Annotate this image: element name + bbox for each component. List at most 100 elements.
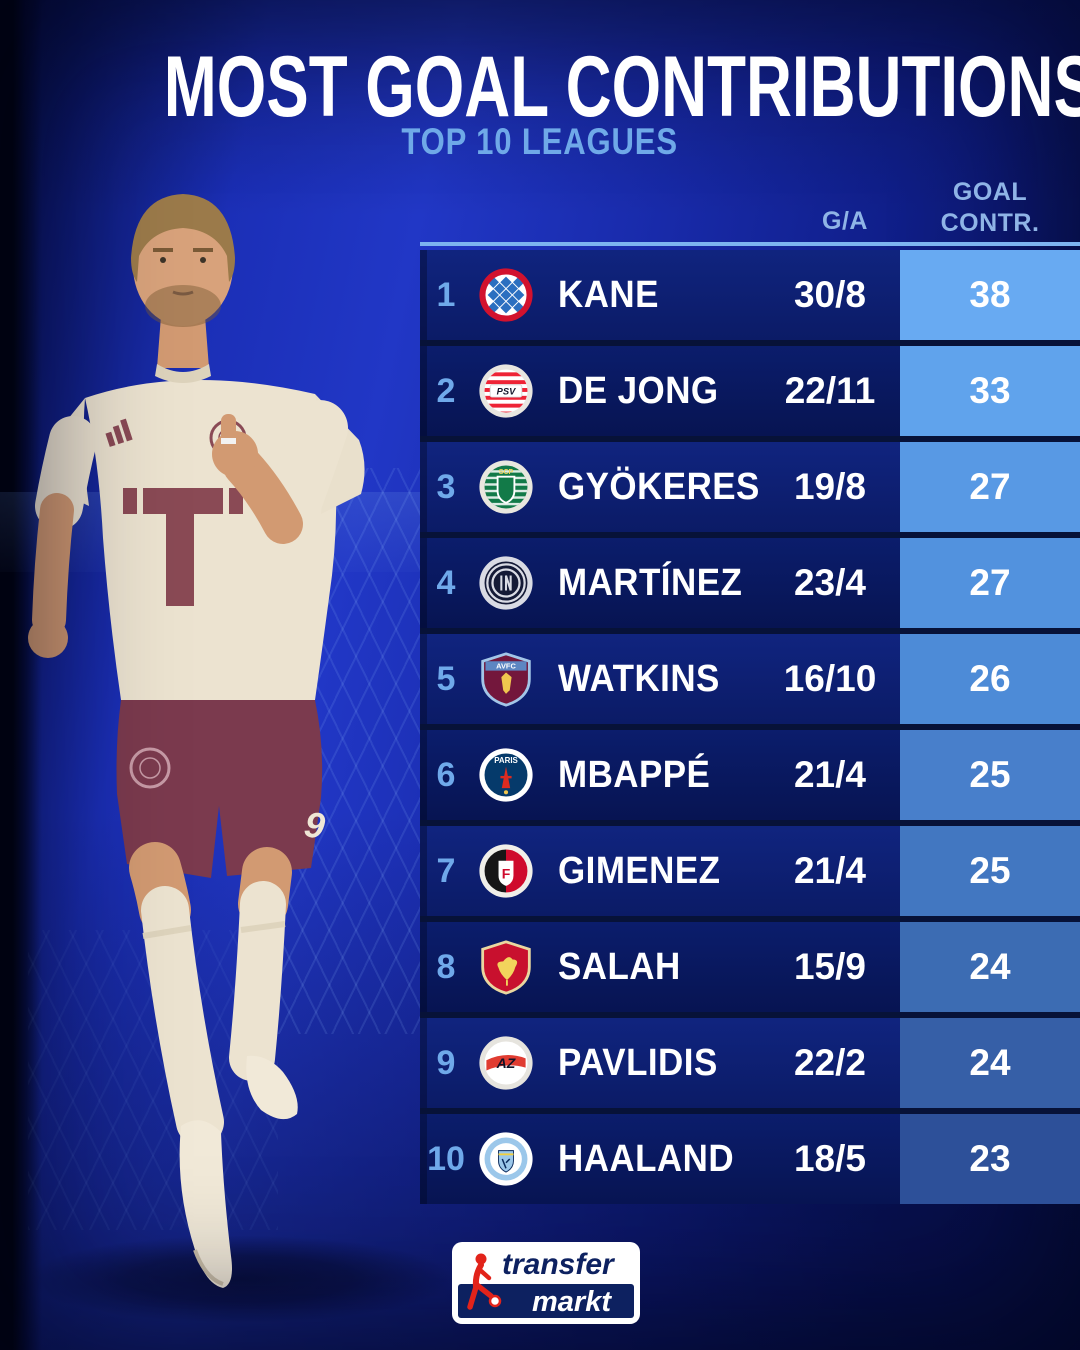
back-sock [229,881,286,1081]
goal-contributions-cell: 24 [900,1018,1080,1108]
rank-number: 3 [436,467,456,506]
goal-contributions-value: 25 [969,850,1011,891]
goal-contributions-cell: 27 [900,442,1080,532]
table-row: 9 AZ PAVLIDIS 22/2 24 [420,1018,1080,1108]
table-top-border [420,242,1080,246]
goal-contributions-cell: 27 [900,538,1080,628]
svg-text:AZ: AZ [496,1055,516,1071]
table-row: 10 HAALAND 18/5 23 [420,1114,1080,1204]
brand-line-1: transfer [502,1248,614,1281]
goal-contributions-value: 33 [969,370,1011,411]
player-name: HAALAND [558,1137,735,1180]
club-badge-sporting: SCP [478,459,534,515]
rank-number: 7 [436,851,456,890]
table-row: 6 PARIS MBAPPÉ 21/4 25 [420,730,1080,820]
ranking-table: 1 KANE 30/8 38 2 PSV DE JONG 22/11 33 3 … [420,250,1080,1204]
ring [221,438,236,444]
column-header-goal-contr: GOAL CONTR. [940,178,1040,237]
thumb-up [221,414,236,450]
goals-assists-value: 18/5 [793,1138,866,1179]
goals-assists-value: 15/9 [793,946,866,987]
club-badge-bayern [478,267,534,323]
transfermarkt-kicker-icon [467,1253,502,1310]
goals-assists-value: 23/4 [793,562,866,603]
table-row: 2 PSV DE JONG 22/11 33 [420,346,1080,436]
goal-contributions-cell: 25 [900,826,1080,916]
rank-number: 6 [436,755,456,794]
table-row: 5 AVFC WATKINS 16/10 26 [420,634,1080,724]
shorts [116,700,323,878]
column-header-ga: G/A [822,207,868,235]
club-badge-psv: PSV [478,363,534,419]
goal-contributions-value: 24 [969,1042,1011,1083]
player-shadow [30,1236,450,1322]
background-left-dark-band [0,0,42,1350]
club-badge-feyenoord: F [478,843,534,899]
goal-contributions-value: 27 [969,562,1011,603]
page-subtitle: TOP 10 LEAGUES [401,121,679,162]
goals-assists-value: 21/4 [793,754,866,795]
shirt-number: 9 [302,803,328,846]
player-name: DE JONG [558,369,719,412]
back-boot [246,1055,298,1120]
svg-text:AVFC: AVFC [496,662,516,671]
mouth [172,290,194,296]
goal-contributions-cell: 23 [900,1114,1080,1204]
rank-number: 1 [436,275,456,314]
player-name: MARTÍNEZ [558,561,743,604]
player-name: GYÖKERES [558,465,760,508]
goals-assists-value: 19/8 [793,466,866,507]
goals-assists-value: 30/8 [793,274,866,315]
rank-number: 9 [436,1043,456,1082]
jersey [85,379,337,700]
rank-number: 10 [427,1139,465,1178]
left-hand [28,618,68,658]
face [133,206,233,326]
club-badge-aston-villa: AVFC [478,651,534,707]
rank-number: 5 [436,659,456,698]
brand-line-2: markt [532,1286,611,1318]
table-row: 3 SCP GYÖKERES 19/8 27 [420,442,1080,532]
goal-contributions-value: 24 [969,946,1011,987]
front-boot [179,1120,232,1288]
goals-assists-value: 16/10 [783,658,877,699]
svg-text:PARIS: PARIS [494,756,518,765]
club-badge-az: AZ [478,1035,534,1091]
goals-assists-value: 22/2 [793,1042,866,1083]
telekom-t-logo [123,488,243,606]
goal-contributions-cell: 33 [900,346,1080,436]
svg-text:PSV: PSV [497,386,516,396]
front-sock [141,886,224,1146]
table-row: 7 F GIMENEZ 21/4 25 [420,826,1080,916]
rank-number: 4 [436,563,456,602]
svg-text:F: F [502,865,511,881]
goal-contributions-value: 38 [969,274,1011,315]
goal-contributions-cell: 24 [900,922,1080,1012]
goals-assists-value: 22/11 [784,370,876,411]
player-name: WATKINS [558,657,720,700]
goal-contributions-cell: 25 [900,730,1080,820]
eye [200,257,206,263]
player-name: SALAH [558,945,681,988]
club-badge-psg: PARIS [478,747,534,803]
goal-contributions-value: 27 [969,466,1011,507]
club-badge-inter [478,555,534,611]
shorts-crest [129,747,171,789]
table-row: 1 KANE 30/8 38 [420,250,1080,340]
goal-contributions-value: 25 [969,754,1011,795]
goal-contributions-value: 26 [969,658,1011,699]
player-name: GIMENEZ [558,849,721,892]
eye [160,257,166,263]
table-row: 4 MARTÍNEZ 23/4 27 [420,538,1080,628]
club-badge-liverpool [478,939,534,995]
beard [145,285,221,327]
hair [131,194,235,282]
club-badge-man-city [478,1131,534,1187]
page-title: MOST GOAL CONTRIBUTIONS [163,39,1080,135]
goal-contributions-cell: 26 [900,634,1080,724]
player-name: KANE [558,273,659,316]
rank-number: 2 [436,371,456,410]
neck [157,316,209,368]
collar [155,364,211,383]
